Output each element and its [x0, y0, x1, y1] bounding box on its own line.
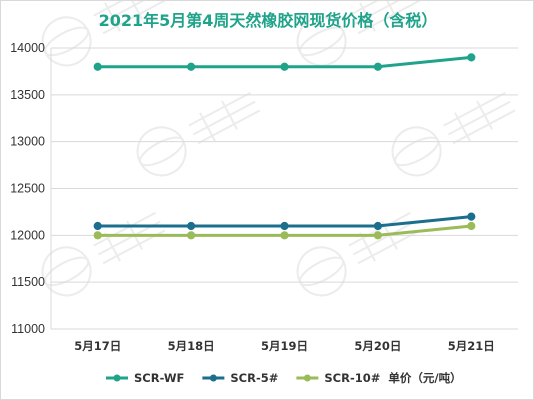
y-tick-label: 13500 [10, 88, 45, 102]
watermark-strokes [188, 91, 261, 145]
watermark-strokes [348, 1, 421, 35]
legend-label: SCR-WF [134, 371, 184, 385]
data-point [93, 231, 102, 240]
y-axis: 11000 11500 12000 12500 13000 13500 14000 [10, 41, 45, 336]
data-point [373, 221, 382, 231]
y-tick-label: 11500 [11, 275, 45, 289]
watermark-mark [391, 91, 516, 177]
y-tick-label: 11000 [11, 322, 45, 336]
x-tick-label: 5月17日 [74, 339, 121, 353]
watermark-ring-inner [43, 26, 90, 57]
watermark-ring-inner [298, 256, 345, 287]
series-group [93, 53, 476, 240]
x-axis: 5月17日 5月18日 5月19日 5月20日 5月21日 [74, 339, 495, 353]
legend-marker [303, 374, 311, 382]
data-point [187, 221, 196, 231]
unit-label: 单价（元/吨） [388, 371, 461, 385]
legend-marker [209, 374, 217, 382]
legend-item: SCR-WF [106, 371, 184, 385]
watermark-mark [41, 211, 166, 297]
legend-item: SCR-5# [202, 371, 278, 385]
watermark-strokes [93, 1, 166, 35]
watermark-strokes [348, 211, 421, 265]
x-tick-label: 5月21日 [448, 339, 495, 353]
chart-title: 2021年5月第4周天然橡胶网现货价格（含税） [99, 11, 438, 30]
legend: SCR-WF SCR-5# SCR-10# 单价（元/吨） [106, 371, 462, 385]
data-point [373, 62, 382, 71]
legend-marker [113, 374, 121, 382]
x-tick-label: 5月19日 [261, 339, 308, 353]
watermark-ring [41, 246, 92, 297]
watermark-strokes [443, 91, 516, 145]
legend-label: SCR-10# [324, 371, 380, 385]
legend-label: SCR-5# [230, 371, 278, 385]
data-point [280, 231, 289, 240]
watermark-mark [296, 1, 421, 67]
series-scr-5- [93, 212, 476, 231]
data-point [187, 62, 196, 71]
watermark-ring [136, 126, 187, 177]
y-tick-label: 12500 [10, 182, 45, 196]
x-tick-label: 5月18日 [168, 339, 215, 353]
watermark-ring-inner [43, 256, 90, 287]
series-scr-10- [93, 221, 476, 240]
watermark-mark [296, 211, 421, 297]
watermark-ring-inner [393, 136, 440, 167]
data-point [467, 221, 476, 231]
data-point [93, 221, 102, 231]
x-tick-label: 5月20日 [354, 339, 401, 353]
y-tick-label: 12000 [10, 228, 45, 242]
data-point [467, 212, 476, 221]
data-point [280, 62, 289, 71]
legend-item: SCR-10# [296, 371, 380, 385]
data-point [187, 231, 196, 240]
watermark-ring-inner [298, 26, 345, 57]
watermark-ring [391, 126, 442, 177]
watermark-mark [136, 91, 261, 177]
watermark-strokes [93, 211, 166, 265]
grid-lines [50, 47, 518, 330]
data-point [93, 62, 102, 71]
watermark-ring [296, 246, 347, 297]
watermark-mark [41, 1, 166, 67]
series-scr-wf [93, 53, 476, 71]
data-point [467, 53, 476, 62]
data-point [373, 231, 382, 240]
y-tick-label: 13000 [10, 135, 45, 149]
watermark [41, 1, 516, 297]
watermark-ring-inner [138, 136, 185, 167]
data-point [280, 221, 289, 231]
y-tick-label: 14000 [10, 41, 45, 55]
